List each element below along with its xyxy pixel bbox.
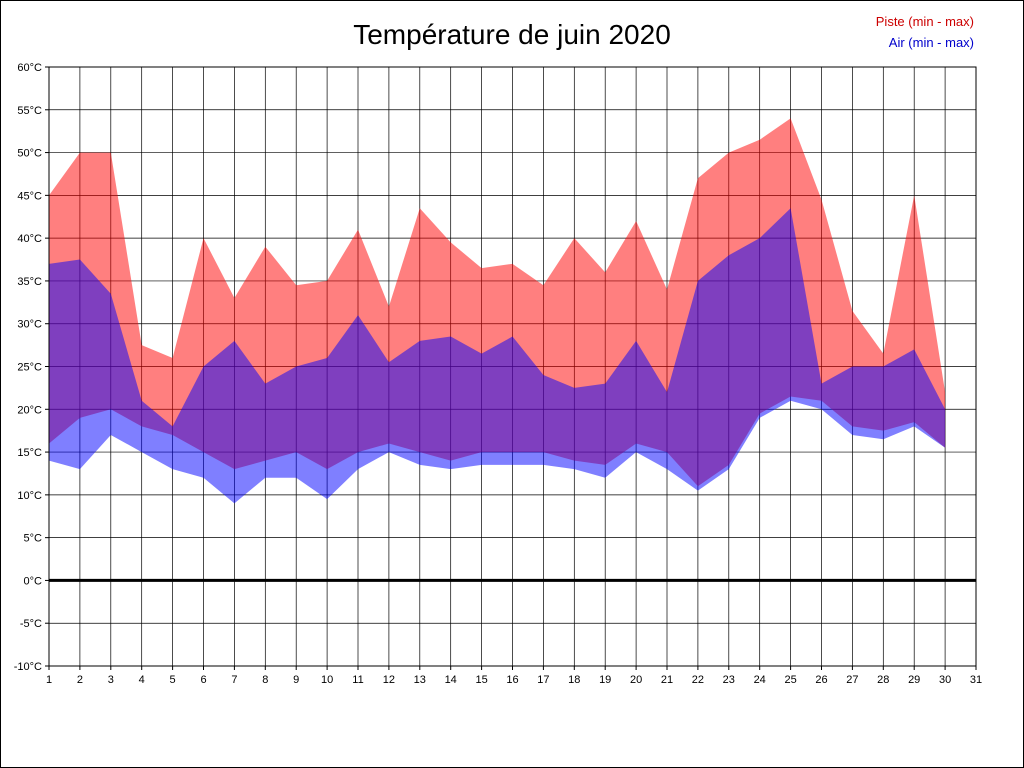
x-tick-label: 31 [970, 674, 982, 686]
y-tick-label: 55°C [17, 105, 42, 117]
legend: Piste (min - max) Air (min - max) [876, 11, 974, 53]
x-tick-label: 18 [568, 674, 580, 686]
x-tick-label: 19 [599, 674, 611, 686]
x-tick-label: 3 [108, 674, 114, 686]
x-tick-label: 4 [139, 674, 145, 686]
x-tick-label: 2 [77, 674, 83, 686]
x-tick-label: 27 [846, 674, 858, 686]
y-tick-label: 15°C [17, 447, 42, 459]
x-tick-label: 24 [754, 674, 766, 686]
y-tick-label: 20°C [17, 404, 42, 416]
y-tick-label: 60°C [17, 62, 42, 74]
x-tick-label: 11 [352, 674, 363, 686]
x-tick-label: 17 [537, 674, 549, 686]
y-tick-label: 45°C [17, 190, 42, 202]
x-tick-label: 10 [321, 674, 333, 686]
y-tick-label: 30°C [17, 319, 42, 331]
x-tick-label: 6 [200, 674, 206, 686]
y-tick-label: 40°C [17, 233, 42, 245]
x-tick-label: 29 [908, 674, 920, 686]
x-tick-label: 26 [815, 674, 827, 686]
x-tick-label: 9 [293, 674, 299, 686]
x-tick-label: 7 [231, 674, 237, 686]
x-tick-label: 16 [506, 674, 518, 686]
y-tick-label: 25°C [17, 362, 42, 374]
x-tick-label: 5 [170, 674, 176, 686]
y-tick-label: 5°C [24, 533, 43, 545]
x-tick-label: 23 [723, 674, 735, 686]
x-tick-label: 20 [630, 674, 642, 686]
y-tick-label: 10°C [17, 490, 42, 502]
chart-title: Température de juin 2020 [353, 19, 671, 50]
x-tick-label: 14 [445, 674, 457, 686]
x-tick-label: 25 [784, 674, 796, 686]
y-tick-label: 35°C [17, 276, 42, 288]
x-tick-label: 21 [661, 674, 673, 686]
x-tick-label: 30 [939, 674, 951, 686]
y-tick-label: 50°C [17, 148, 42, 160]
x-tick-label: 13 [414, 674, 426, 686]
x-tick-label: 8 [262, 674, 268, 686]
y-tick-label: 0°C [24, 575, 43, 587]
x-tick-label: 28 [877, 674, 889, 686]
x-tick-label: 12 [383, 674, 395, 686]
legend-air-label: Air (min - max) [888, 35, 974, 50]
x-tick-label: 1 [46, 674, 52, 686]
y-tick-label: -5°C [20, 618, 42, 630]
y-tick-label: -10°C [14, 661, 42, 673]
x-tick-label: 22 [692, 674, 704, 686]
legend-piste-label: Piste (min - max) [875, 14, 974, 29]
x-tick-label: 15 [475, 674, 487, 686]
